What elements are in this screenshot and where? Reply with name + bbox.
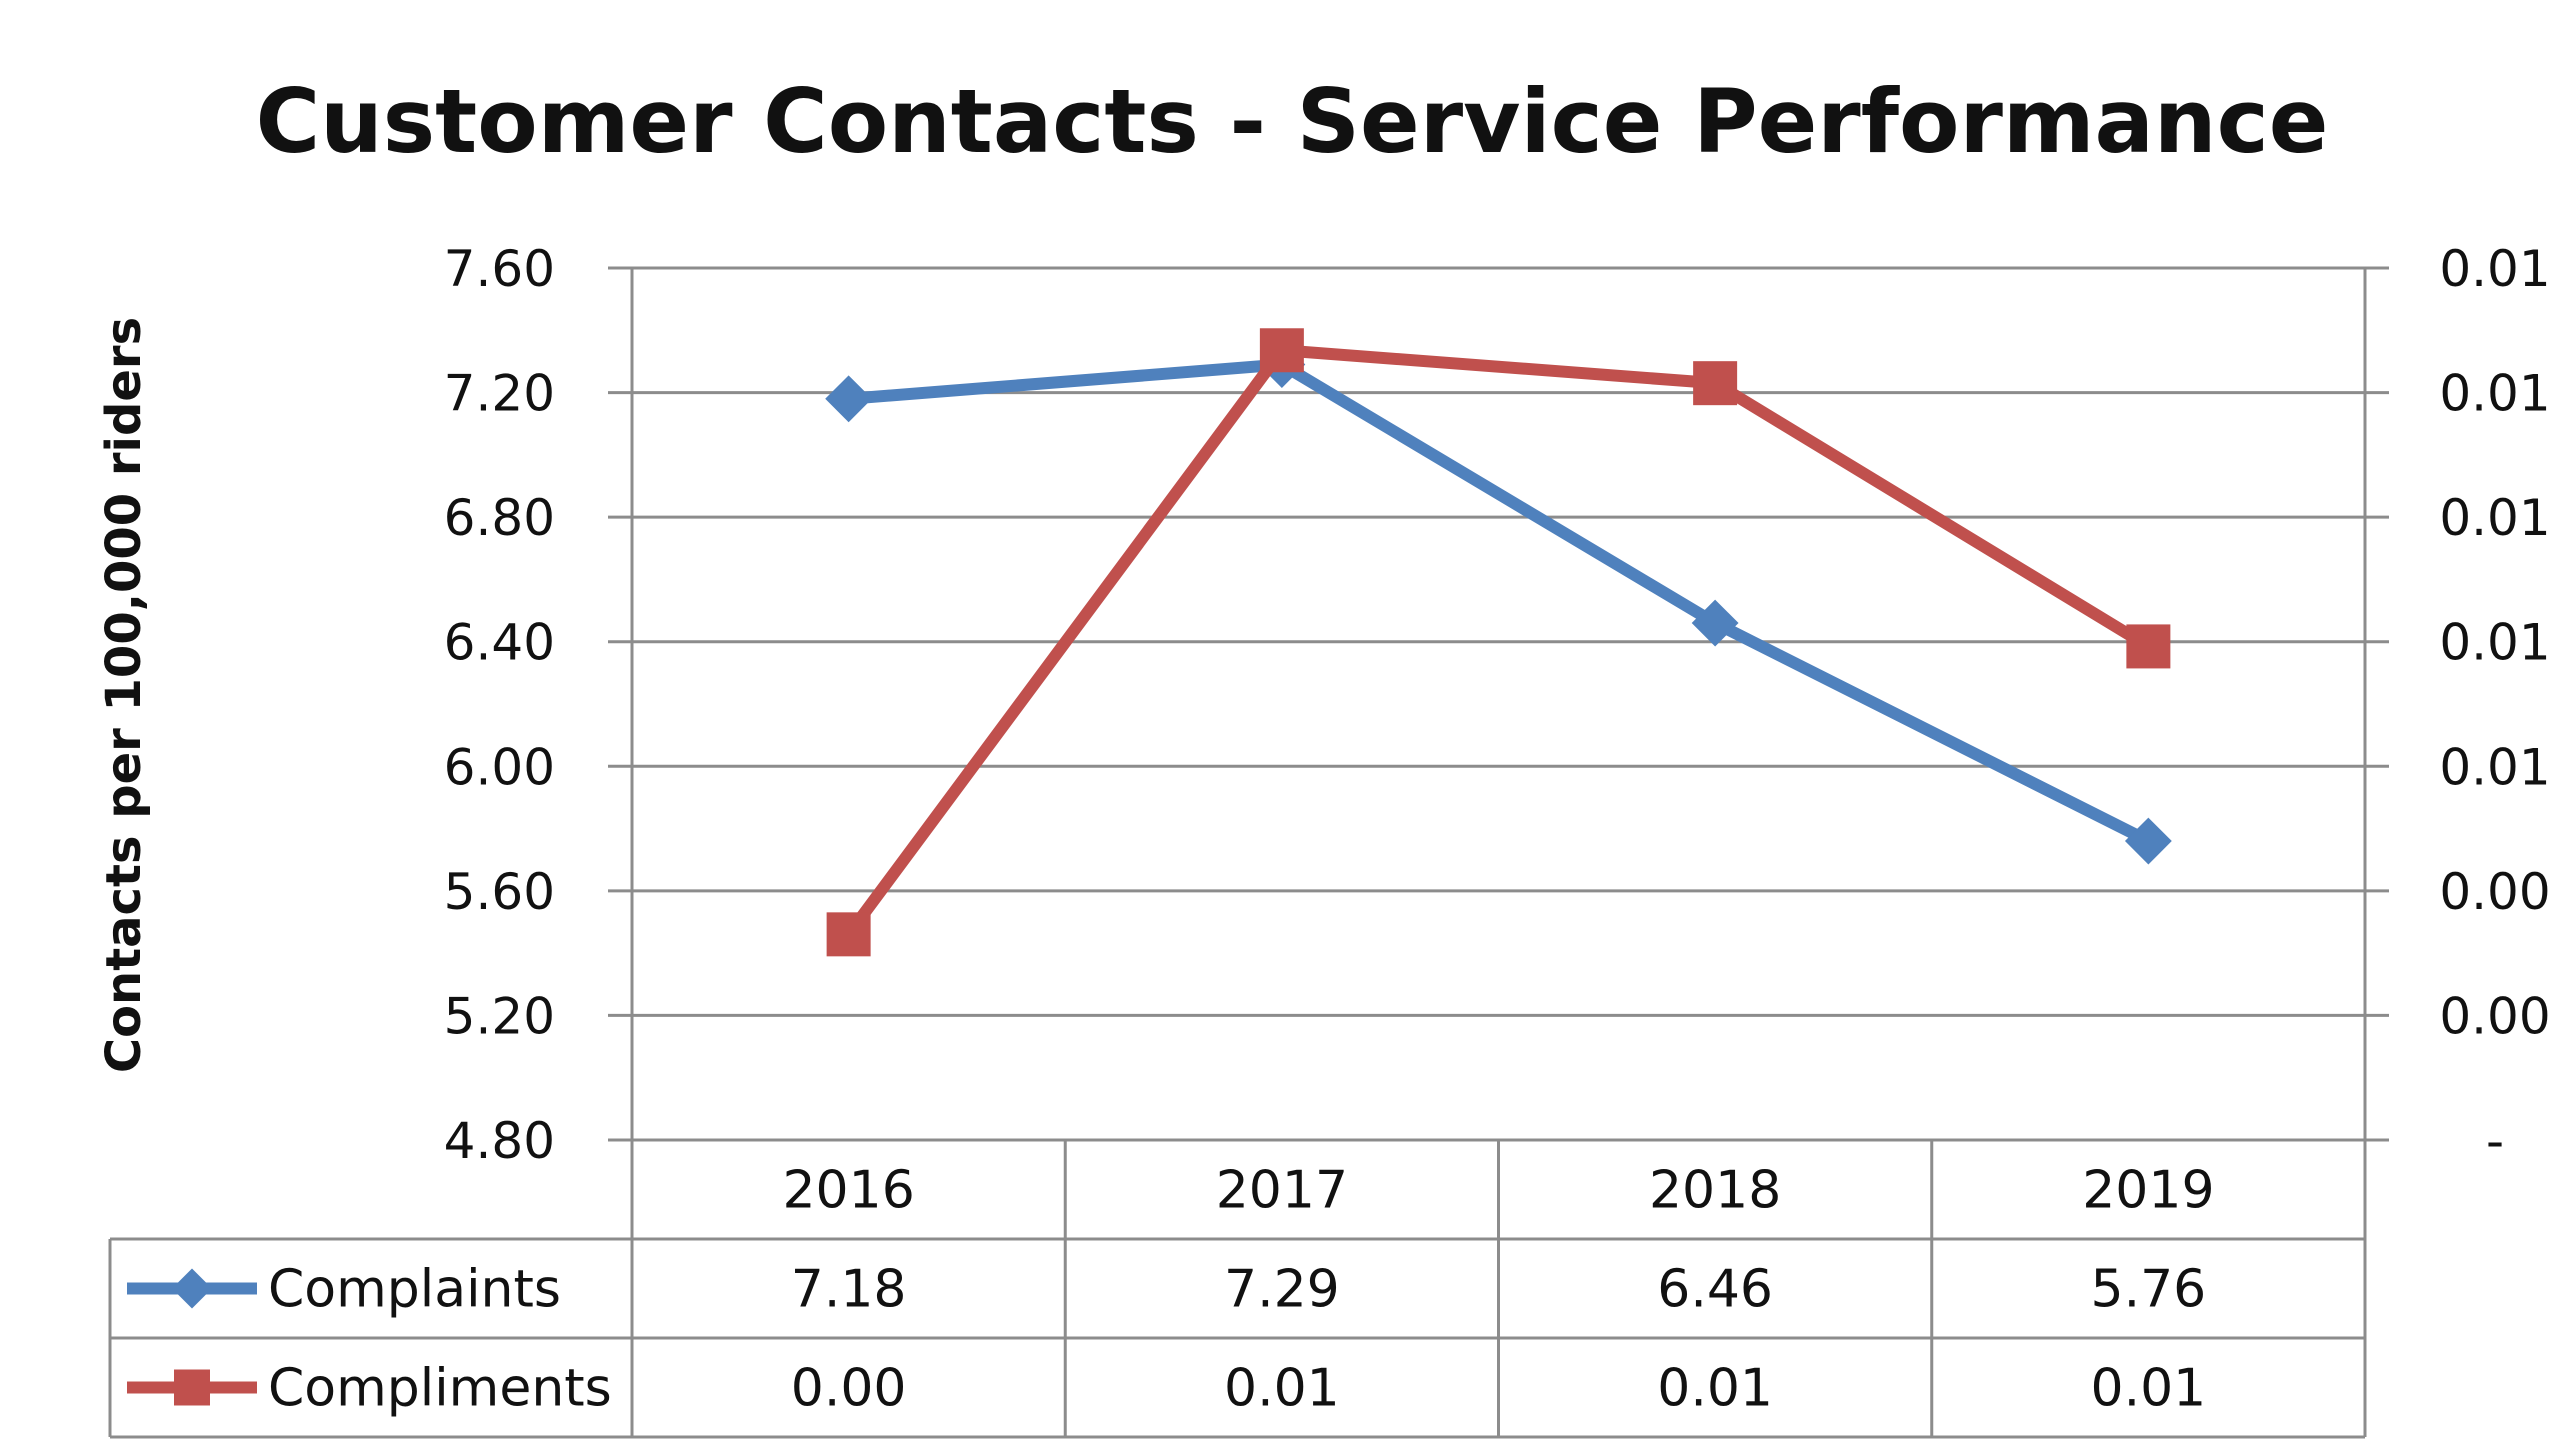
data-point-complaints xyxy=(1691,599,1739,647)
data-point-compliments xyxy=(826,912,871,957)
table-cell-value: 7.29 xyxy=(1224,1260,1340,1320)
table-cell-value: 0.01 xyxy=(1657,1359,1773,1419)
series-line-compliments xyxy=(843,344,2152,938)
y-tick-label: 5.20 xyxy=(444,987,555,1045)
y-tick-label: 7.20 xyxy=(444,365,555,423)
y2-tick-label: 0.00 xyxy=(2439,987,2550,1045)
y2-tick-label: - xyxy=(2486,1112,2504,1170)
data-point-compliments xyxy=(2126,624,2171,669)
table-cell-value: 5.76 xyxy=(2090,1260,2206,1320)
data-point-complaints xyxy=(825,375,873,423)
y-tick-label: 6.40 xyxy=(444,614,555,672)
series-lines xyxy=(825,328,2172,957)
y-tick-label: 6.80 xyxy=(444,489,555,547)
y-tick-label: 6.00 xyxy=(444,738,555,796)
y-tick-label: 4.80 xyxy=(444,1112,555,1170)
table-cell-value: 0.00 xyxy=(791,1359,907,1419)
chart-title: Customer Contacts - Service Performance xyxy=(256,70,2329,173)
legend-label: Compliments xyxy=(268,1359,612,1419)
y2-tick-label: 0.01 xyxy=(2439,738,2550,796)
table-cell-value: 7.18 xyxy=(791,1260,907,1320)
y-tick-label: 5.60 xyxy=(444,863,555,921)
x-tick-label: 2019 xyxy=(2082,1161,2214,1221)
axis-ticks: 7.60 0.01 7.20 0.01 6.80 0.01 6.40 0.01 6.00 0.01… xyxy=(444,240,2551,1170)
y-tick-label: 7.60 xyxy=(444,240,555,298)
x-tick-label: 2018 xyxy=(1649,1161,1781,1221)
x-tick-label: 2017 xyxy=(1216,1161,1348,1221)
x-tick-label: 2016 xyxy=(782,1161,914,1221)
legend-key-diamond xyxy=(172,1268,212,1309)
data-point-complaints xyxy=(2124,817,2172,865)
legend-key-square xyxy=(174,1369,210,1406)
data-point-compliments xyxy=(1693,361,1738,406)
legend-label: Complaints xyxy=(268,1260,561,1320)
y2-tick-label: 0.01 xyxy=(2439,365,2550,423)
data-table: 2016 2017 2018 2019 Complaints 7.18 7.29 6.46 5.… xyxy=(108,1138,2367,1439)
table-cell-value: 6.46 xyxy=(1657,1260,1773,1320)
table-cell-value: 0.01 xyxy=(1224,1359,1340,1419)
y-axis-label: Contacts per 100,000 riders xyxy=(96,317,152,1073)
y2-tick-label: 0.01 xyxy=(2439,489,2550,547)
y2-tick-label: 0.01 xyxy=(2439,240,2550,298)
y2-tick-label: 0.00 xyxy=(2439,863,2550,921)
data-point-compliments xyxy=(1259,328,1304,373)
y2-tick-label: 0.01 xyxy=(2439,614,2550,672)
table-cell-value: 0.01 xyxy=(2090,1359,2206,1419)
series-line-complaints xyxy=(848,358,2152,847)
